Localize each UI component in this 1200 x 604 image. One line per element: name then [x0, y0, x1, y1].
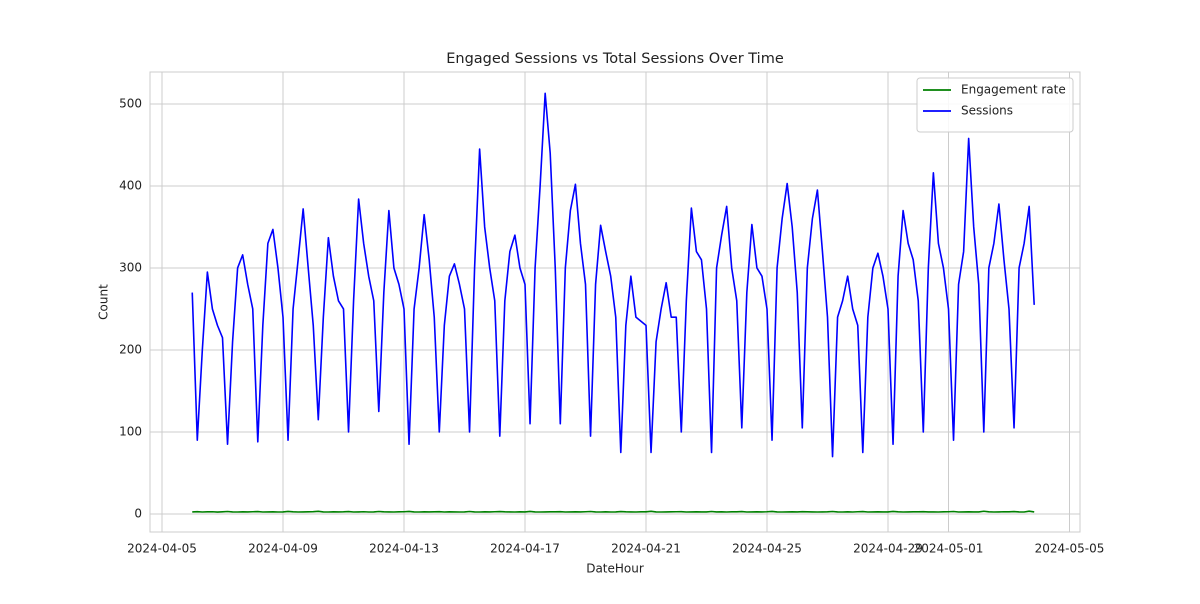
- x-tick-label: 2024-05-05: [1035, 542, 1105, 556]
- y-tick-label: 500: [119, 96, 142, 110]
- x-tick-label: 2024-04-25: [732, 542, 802, 556]
- y-tick-label: 100: [119, 424, 142, 438]
- x-tick-label: 2024-04-09: [248, 542, 318, 556]
- x-tick-label: 2024-04-13: [369, 542, 439, 556]
- y-tick-label: 300: [119, 260, 142, 274]
- x-tick-label: 2024-05-01: [914, 542, 984, 556]
- x-tick-label: 2024-04-29: [853, 542, 923, 556]
- y-tick-label: 200: [119, 342, 142, 356]
- chart-title: Engaged Sessions vs Total Sessions Over …: [446, 51, 784, 67]
- series-line: [191, 92, 1035, 458]
- y-tick-label: 400: [119, 178, 142, 192]
- x-tick-label: 2024-04-05: [127, 542, 197, 556]
- series-line: [192, 510, 1035, 513]
- x-tick-label: 2024-04-17: [490, 542, 560, 556]
- plot-frame: [149, 71, 1081, 533]
- x-axis-label: DateHour: [586, 562, 644, 576]
- y-tick-label: 0: [134, 506, 142, 520]
- legend-box: [916, 77, 1074, 133]
- x-tick-label: 2024-04-21: [611, 542, 681, 556]
- legend-label: Sessions: [961, 104, 1013, 118]
- legend-label: Engagement rate: [961, 83, 1066, 97]
- y-axis-label: Count: [97, 284, 111, 320]
